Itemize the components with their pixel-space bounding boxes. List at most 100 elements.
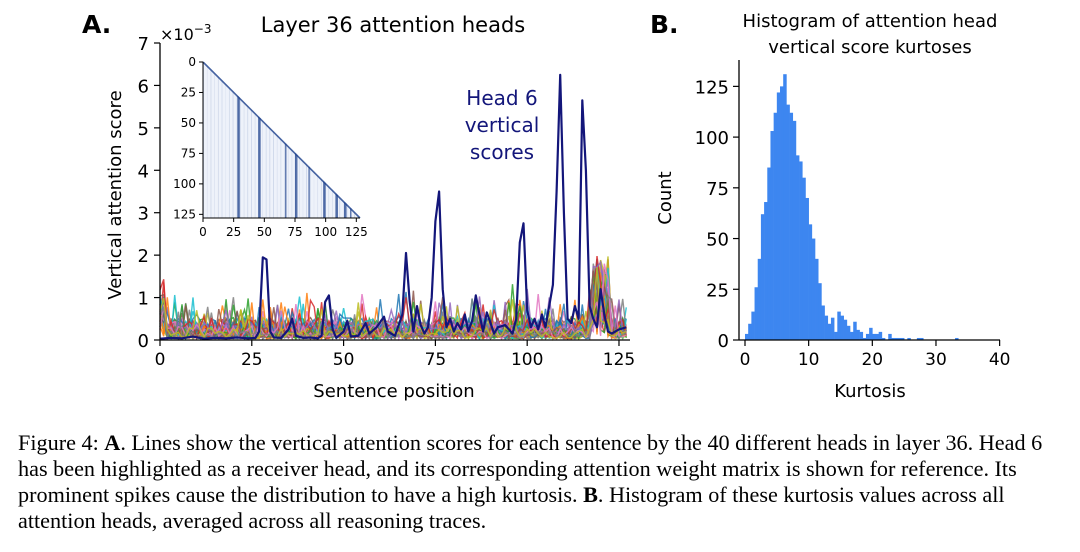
panel-a-title: Layer 36 attention heads (261, 13, 525, 37)
histogram-bar (872, 333, 876, 340)
y-tick-label: 2 (138, 246, 149, 267)
histogram-bar (869, 327, 873, 340)
histogram-bar (821, 305, 825, 340)
histogram-bar (818, 283, 822, 340)
histogram-bar (764, 202, 768, 340)
histogram-bar (786, 104, 790, 340)
annotation-line: vertical (465, 113, 540, 137)
y-tick-label: 100 (695, 128, 729, 149)
y-tick-label: 125 (695, 77, 729, 98)
histogram-bar (789, 112, 794, 340)
histogram-bar (878, 331, 883, 340)
y-tick-label: 4 (138, 161, 149, 182)
y-tick-label: 3 (138, 204, 149, 225)
histogram-bar (853, 321, 857, 340)
histogram-bar (846, 325, 851, 340)
histogram-bar (824, 315, 829, 340)
panel-b-ylabel: Count (655, 171, 676, 224)
inset-y-tick-label: 50 (181, 116, 196, 130)
histogram-bar (751, 311, 755, 340)
x-tick-label: 10 (798, 350, 820, 370)
y-tick-label: 1 (138, 289, 149, 310)
histogram-bar (920, 337, 924, 340)
histogram-bar (894, 337, 899, 340)
histogram-bar (827, 323, 832, 340)
x-tick-label: 50 (333, 350, 355, 370)
panel-b-title-line2: vertical score kurtoses (768, 37, 972, 58)
inset-x-tick-label: 75 (287, 225, 302, 239)
histogram-bar (799, 161, 803, 340)
histogram-bar (840, 315, 844, 340)
x-tick-label: 0 (155, 350, 166, 370)
x-tick-label: 100 (511, 350, 543, 370)
histogram-bar (767, 167, 771, 340)
histogram-bar (955, 337, 959, 340)
x-tick-label: 40 (989, 350, 1011, 370)
histogram-bar (856, 329, 860, 340)
histogram-bar (770, 131, 774, 340)
inset-y-tick-label: 100 (173, 177, 196, 191)
x-tick-label: 30 (925, 350, 947, 370)
histogram-bar (843, 319, 848, 340)
inset-x-tick-label: 125 (345, 225, 368, 239)
histogram-bar (760, 214, 765, 340)
y-tick-label: 0 (138, 331, 149, 352)
head6-line (159, 73, 627, 340)
histogram-bar (811, 238, 816, 340)
y-tick-label: 75 (706, 179, 729, 200)
histogram-bar (757, 258, 762, 340)
histogram-bar (815, 258, 819, 340)
histogram-bar (802, 177, 806, 340)
panel-a-xlabel: Sentence position (313, 381, 474, 402)
caption-a-text: . Lines show the vertical attention scor… (18, 430, 1043, 507)
inset-x-tick-label: 25 (226, 225, 241, 239)
figure: A. Layer 36 attention heads ×10−3 Vertic… (82, 10, 1010, 402)
histogram-bar (875, 333, 879, 340)
panel-a-ylabel: Vertical attention score (105, 90, 126, 299)
x-tick-label: 20 (861, 350, 883, 370)
histogram-bar (805, 197, 809, 340)
histogram-bar (773, 112, 778, 340)
histogram-bar (862, 337, 867, 340)
annotation-line: Head 6 (466, 86, 537, 110)
inset-y-tick-label: 25 (181, 85, 196, 99)
histogram-bar (907, 337, 911, 340)
x-tick-label: 0 (740, 350, 751, 370)
histogram-bar (850, 331, 854, 340)
histogram-bar (897, 337, 902, 340)
x-tick-label: 75 (425, 350, 447, 370)
histogram-bar (900, 337, 905, 340)
inset-y-tick-label: 125 (173, 207, 196, 221)
histogram-bar (748, 323, 752, 340)
histogram-bar (754, 287, 759, 340)
y-tick-label: 7 (138, 34, 149, 55)
panel-b-histogram: B. Histogram of attention head vertical … (650, 10, 1010, 402)
panel-b-letter: B. (650, 10, 679, 39)
histogram-bar (837, 311, 841, 340)
inset-x-tick-label: 100 (314, 225, 337, 239)
histogram-bar (916, 337, 921, 340)
histogram-bar (891, 337, 895, 340)
panel-b-title-line1: Histogram of attention head (743, 11, 998, 32)
inset-diagonal (202, 61, 361, 219)
histogram-bar (881, 337, 886, 340)
histogram-bar (830, 317, 835, 340)
y-tick-label: 25 (706, 280, 729, 301)
inset-x-tick-label: 0 (199, 225, 207, 239)
inset-y-tick-label: 75 (181, 146, 196, 160)
x-tick-label: 125 (603, 350, 635, 370)
panel-a-line-chart: A. Layer 36 attention heads ×10−3 Vertic… (82, 10, 635, 402)
histogram-bar (792, 120, 797, 340)
inset-x-tick-label: 50 (257, 225, 272, 239)
y-multiplier: ×10−3 (160, 22, 211, 44)
histogram-bar (745, 333, 749, 340)
caption-b-label: B (583, 482, 598, 507)
x-tick-label: 25 (241, 350, 263, 370)
histogram-bar (795, 155, 800, 340)
histogram-bar (808, 224, 813, 340)
panel-a-letter: A. (82, 10, 111, 39)
histogram-bar (780, 86, 784, 341)
figure-caption: Figure 4: A. Lines show the vertical att… (18, 430, 1068, 534)
histogram-bar (834, 331, 838, 340)
